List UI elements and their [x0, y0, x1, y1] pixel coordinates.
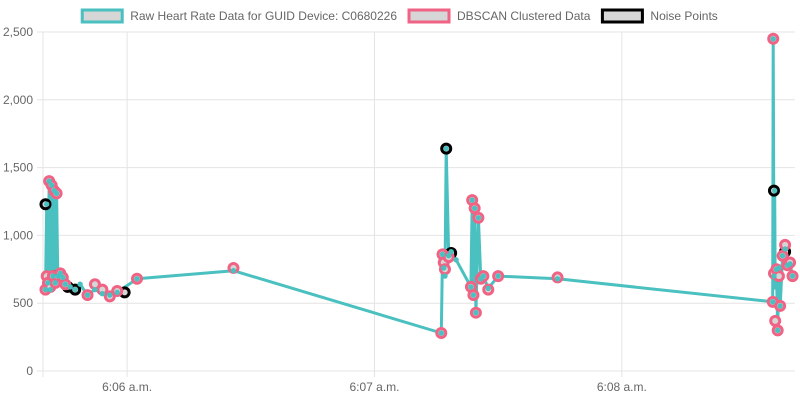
raw-point [46, 178, 52, 184]
legend-swatch-clustered [407, 8, 451, 24]
raw-point [44, 201, 50, 207]
y-tick-label: 2,500 [3, 25, 33, 39]
legend-item-noise[interactable]: Noise Points [600, 8, 718, 24]
raw-point [445, 253, 452, 259]
raw-point [779, 253, 786, 259]
legend-item-raw[interactable]: Raw Heart Rate Data for GUID Device: C06… [80, 8, 397, 24]
raw-point [776, 265, 782, 271]
raw-point [471, 205, 478, 211]
legend-label-raw: Raw Heart Rate Data for GUID Device: C06… [130, 9, 397, 23]
x-tick-label: 6:07 a.m. [349, 380, 399, 394]
y-tick-label: 2,000 [3, 93, 33, 107]
legend-swatch-noise [600, 8, 644, 24]
y-tick-label: 1,500 [3, 161, 33, 175]
raw-point [782, 246, 788, 252]
raw-point [789, 273, 796, 279]
raw-point [52, 280, 59, 286]
series-layer [39, 32, 799, 340]
raw-point [774, 327, 781, 334]
raw-point [72, 286, 78, 293]
raw-point [448, 248, 454, 255]
raw-point [443, 145, 449, 152]
legend-label-noise: Noise Points [650, 9, 717, 23]
raw-point [134, 276, 140, 282]
raw-point [45, 280, 51, 286]
y-tick-label: 500 [13, 296, 33, 310]
raw-point [470, 292, 477, 298]
raw-point [438, 330, 444, 336]
raw-point [57, 270, 64, 277]
raw-point [230, 267, 237, 274]
legend-item-clustered[interactable]: DBSCAN Clustered Data [407, 8, 591, 24]
raw-point [485, 285, 491, 291]
raw-point [107, 292, 113, 298]
cluster-point[interactable] [769, 314, 782, 327]
raw-point [67, 284, 73, 290]
raw-point [77, 281, 83, 287]
y-tick-label: 0 [26, 364, 33, 378]
raw-point [50, 273, 56, 279]
raw-point [770, 36, 776, 42]
raw-heart-rate-line [44, 37, 794, 335]
legend[interactable]: Raw Heart Rate Data for GUID Device: C06… [80, 8, 718, 24]
raw-point [468, 284, 474, 290]
raw-point [495, 273, 501, 279]
raw-point [62, 281, 68, 287]
raw-point [473, 309, 479, 316]
axes: 0 500 1,000 1,500 2,000 2,500 6:06 a.m. 6:07 a.… [3, 25, 647, 394]
gridlines [37, 31, 795, 377]
raw-point [53, 190, 60, 197]
raw-point [439, 251, 446, 258]
y-tick-label: 1,000 [3, 228, 33, 242]
raw-point [475, 215, 482, 221]
raw-point [84, 292, 91, 298]
raw-point [772, 187, 778, 194]
raw-point [554, 276, 561, 282]
raw-point [60, 274, 66, 281]
raw-point [787, 261, 793, 267]
raw-point [770, 299, 776, 305]
x-tick-label: 6:06 a.m. [102, 380, 152, 394]
legend-label-clustered: DBSCAN Clustered Data [457, 9, 591, 23]
raw-point [441, 265, 447, 271]
raw-point [480, 273, 487, 279]
raw-point [469, 197, 475, 203]
raw-point [99, 291, 106, 297]
raw-point [453, 257, 459, 263]
raw-point [772, 284, 778, 290]
raw-point [47, 286, 54, 293]
raw-point [114, 289, 120, 296]
raw-point [771, 273, 777, 279]
raw-point [442, 273, 448, 279]
raw-point [48, 182, 55, 188]
raw-point [92, 286, 98, 293]
legend-swatch-raw [80, 8, 124, 24]
x-tick-label: 6:08 a.m. [597, 380, 647, 394]
raw-point [42, 286, 49, 293]
raw-point [777, 303, 783, 309]
